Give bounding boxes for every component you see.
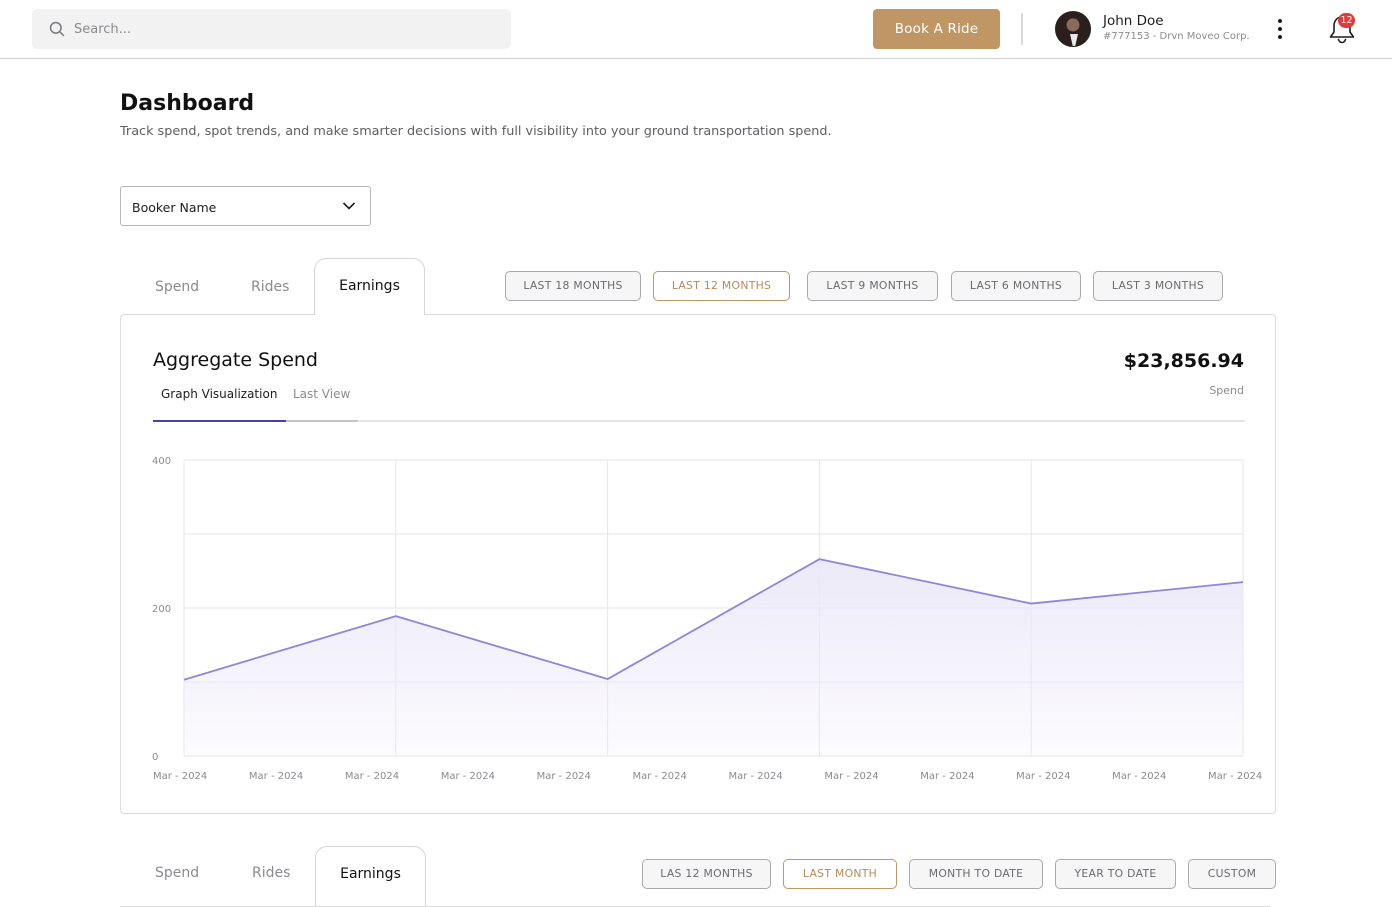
tab-spend-2[interactable]: Spend — [155, 865, 200, 881]
avatar[interactable] — [1055, 11, 1091, 47]
tab-earnings[interactable]: Earnings — [314, 258, 425, 315]
more-vertical-icon[interactable] — [1273, 17, 1287, 41]
user-name: John Doe — [1103, 13, 1164, 29]
page-subtitle: Track spend, spot trends, and make smart… — [120, 124, 832, 139]
book-a-ride-button[interactable]: Book A Ride — [873, 9, 1000, 49]
range-last-6-months-button[interactable]: LAST 6 MONTHS — [951, 271, 1081, 301]
range-last-month-button[interactable]: LAST MONTH — [783, 859, 897, 889]
tab-rides-2[interactable]: Rides — [252, 865, 291, 881]
subtab-last-view[interactable]: Last View — [293, 387, 351, 401]
booker-name-label: Booker Name — [132, 200, 217, 215]
subtab-graph-visualization[interactable]: Graph Visualization — [161, 387, 278, 401]
range-month-to-date-button[interactable]: MONTH TO DATE — [909, 859, 1043, 889]
search-bar[interactable] — [32, 9, 511, 49]
user-meta: #777153 - Drvn Moveo Corp. — [1103, 31, 1250, 42]
range-custom-button[interactable]: CUSTOM — [1188, 859, 1276, 889]
spend-amount: $23,856.94 — [1123, 350, 1244, 372]
range-year-to-date-button[interactable]: YEAR TO DATE — [1055, 859, 1176, 889]
booker-name-dropdown[interactable]: Booker Name — [120, 186, 371, 226]
range-last-12-months-button-2[interactable]: LAS 12 MONTHS — [642, 859, 771, 889]
range-last-18-months-button[interactable]: LAST 18 MONTHS — [505, 271, 641, 301]
chevron-down-icon — [342, 202, 356, 210]
notification-badge: 12 — [1338, 13, 1355, 28]
tab-earnings-2[interactable]: Earnings — [315, 846, 426, 907]
spend-amount-label: Spend — [1209, 384, 1244, 397]
search-icon — [49, 21, 65, 37]
tab-spend[interactable]: Spend — [155, 279, 200, 295]
search-input[interactable] — [74, 9, 494, 49]
range-last-12-months-button[interactable]: LAST 12 MONTHS — [653, 271, 790, 301]
subtab-underline — [153, 420, 1245, 422]
divider — [1021, 13, 1023, 45]
tab-rides[interactable]: Rides — [251, 279, 290, 295]
aggregate-spend-card: Aggregate Spend $23,856.94 Spend Graph V… — [120, 314, 1276, 814]
range-last-3-months-button[interactable]: LAST 3 MONTHS — [1093, 271, 1223, 301]
page-title: Dashboard — [120, 91, 255, 116]
top-bar: Book A Ride John Doe #777153 - Drvn Move… — [0, 0, 1392, 59]
range-last-9-months-button[interactable]: LAST 9 MONTHS — [807, 271, 938, 301]
card-title: Aggregate Spend — [153, 349, 318, 371]
